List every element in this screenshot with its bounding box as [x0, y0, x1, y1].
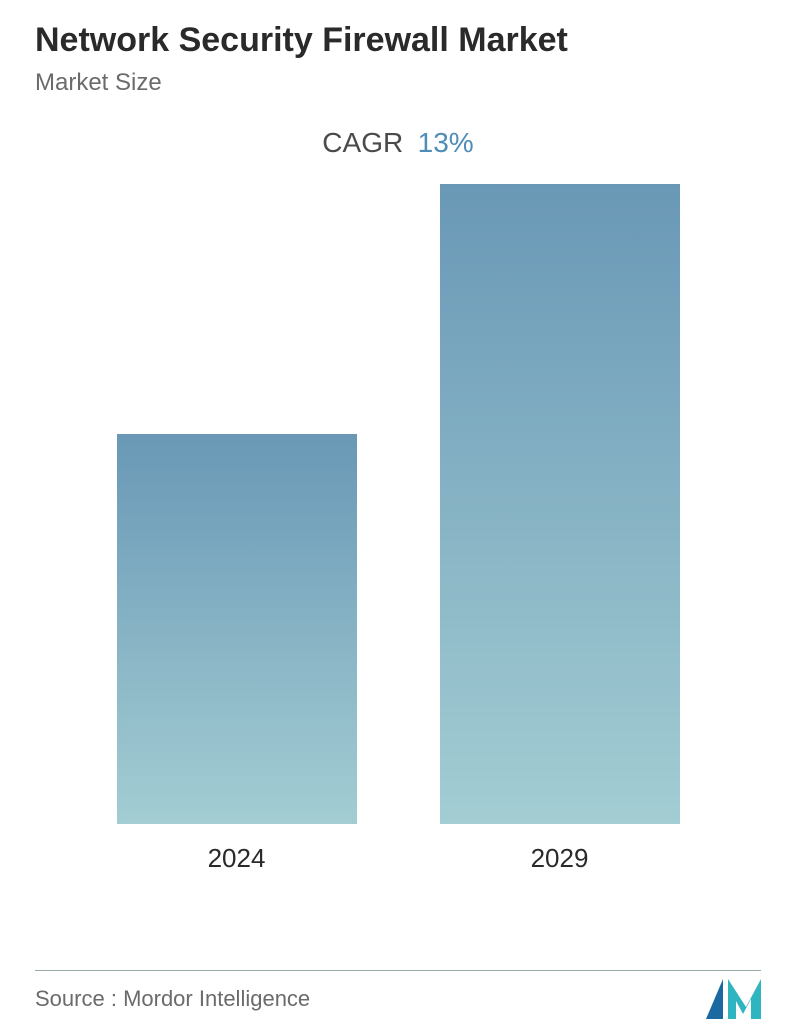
bar-wrap-1: [440, 184, 680, 824]
chart-container: Network Security Firewall Market Market …: [0, 0, 796, 1034]
source-name: Mordor Intelligence: [123, 986, 310, 1011]
bars-group: [35, 184, 761, 824]
cagr-value: 13%: [418, 127, 474, 159]
chart-area: 2024 2029: [35, 184, 761, 884]
source-label: Source :: [35, 986, 117, 1011]
bar-2029: [440, 184, 680, 824]
source-text: Source : Mordor Intelligence: [35, 986, 310, 1012]
brand-logo: [706, 979, 761, 1019]
cagr-row: CAGR 13%: [35, 127, 761, 159]
logo-right-icon: [728, 979, 761, 1019]
x-labels: 2024 2029: [35, 843, 761, 874]
logo-left-icon: [706, 979, 723, 1019]
chart-title: Network Security Firewall Market: [35, 20, 761, 61]
footer: Source : Mordor Intelligence: [35, 970, 761, 1012]
x-label-0: 2024: [117, 843, 357, 874]
cagr-label: CAGR: [322, 127, 403, 159]
x-label-1: 2029: [440, 843, 680, 874]
bar-wrap-0: [117, 434, 357, 824]
chart-subtitle: Market Size: [35, 69, 761, 97]
bar-2024: [117, 434, 357, 824]
